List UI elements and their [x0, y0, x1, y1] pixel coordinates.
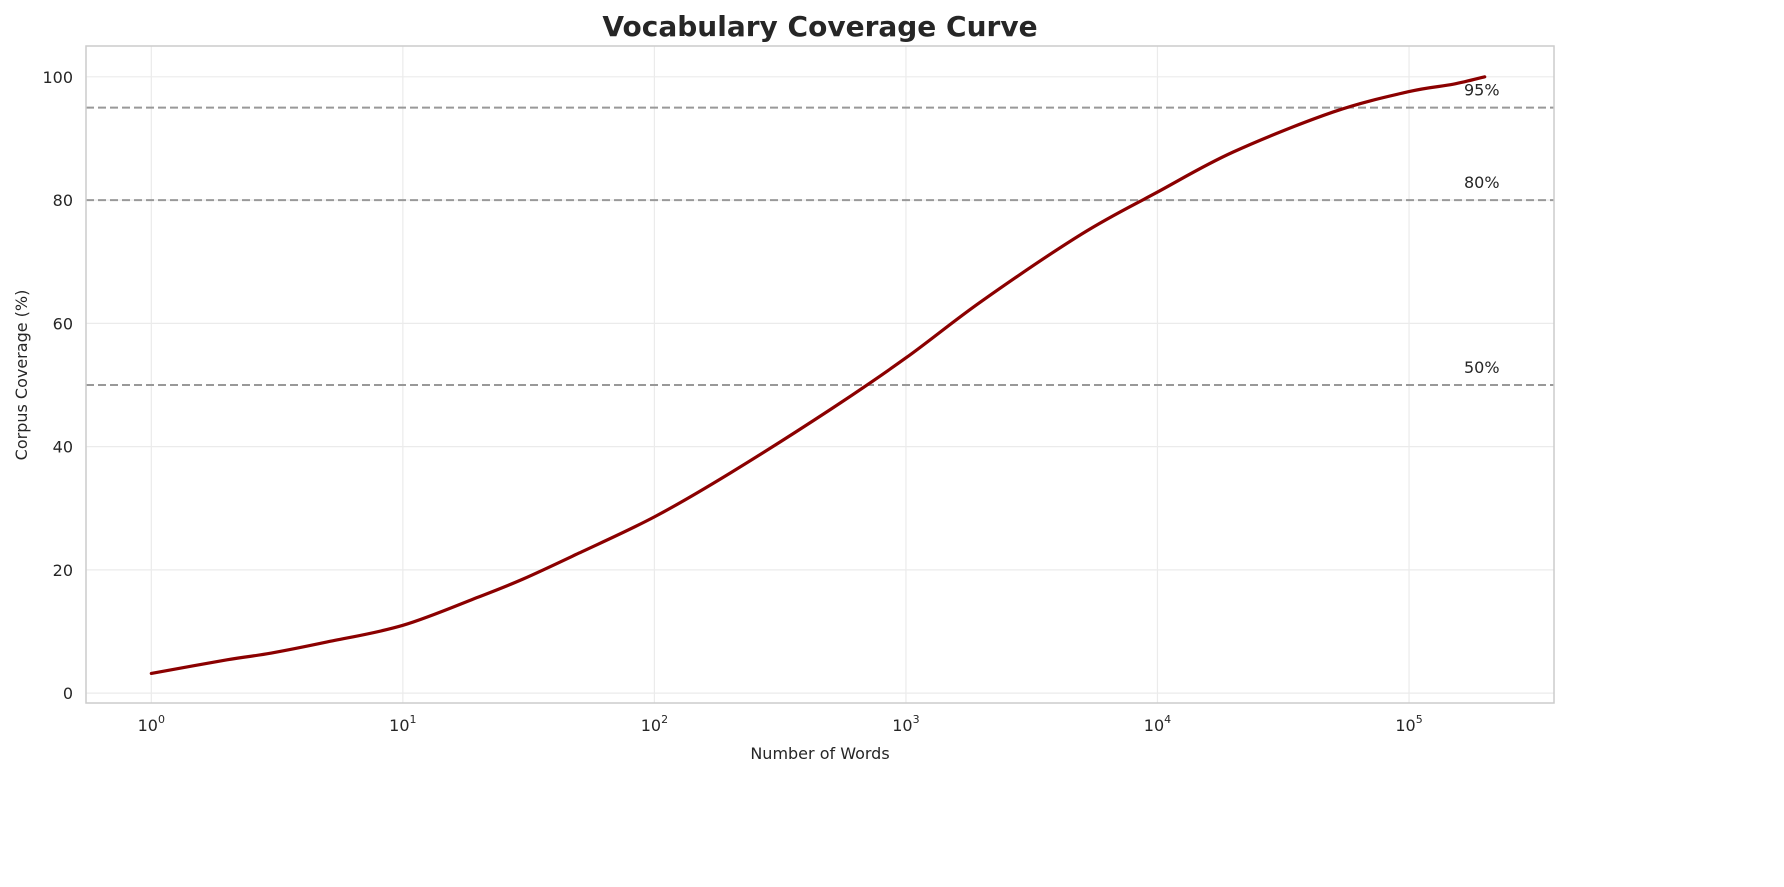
y-axis-label: Corpus Coverage (%) [12, 290, 31, 461]
x-tick-label: 102 [641, 713, 668, 735]
plot-frame [85, 45, 1555, 704]
y-tick-label: 60 [53, 314, 73, 333]
y-tick-label: 80 [53, 191, 73, 210]
x-tick-label: 103 [892, 713, 919, 735]
y-tick-label: 20 [53, 561, 73, 580]
x-tick-label: 104 [1144, 713, 1171, 735]
reference-line-label: 50% [1464, 358, 1500, 377]
chart-title: Vocabulary Coverage Curve [602, 10, 1037, 43]
y-tick-labels: 0 20 40 60 80 100 [42, 68, 73, 703]
grid [86, 46, 1554, 703]
x-tick-label: 100 [138, 713, 165, 735]
reference-line-label: 80% [1464, 173, 1500, 192]
y-tick-label: 40 [53, 438, 73, 457]
x-tick-labels: 100 101 102 103 104 105 [138, 713, 1423, 735]
x-axis-label: Number of Words [750, 744, 889, 763]
y-tick-label: 100 [42, 68, 73, 87]
reference-lines: 50% 80% 95% [86, 81, 1554, 386]
x-tick-label: 105 [1395, 713, 1422, 735]
y-tick-label: 0 [63, 684, 73, 703]
x-tick-label: 101 [389, 713, 416, 735]
reference-line-label: 95% [1464, 81, 1500, 100]
series-lines [149, 75, 1487, 676]
coverage-line [149, 75, 1487, 676]
